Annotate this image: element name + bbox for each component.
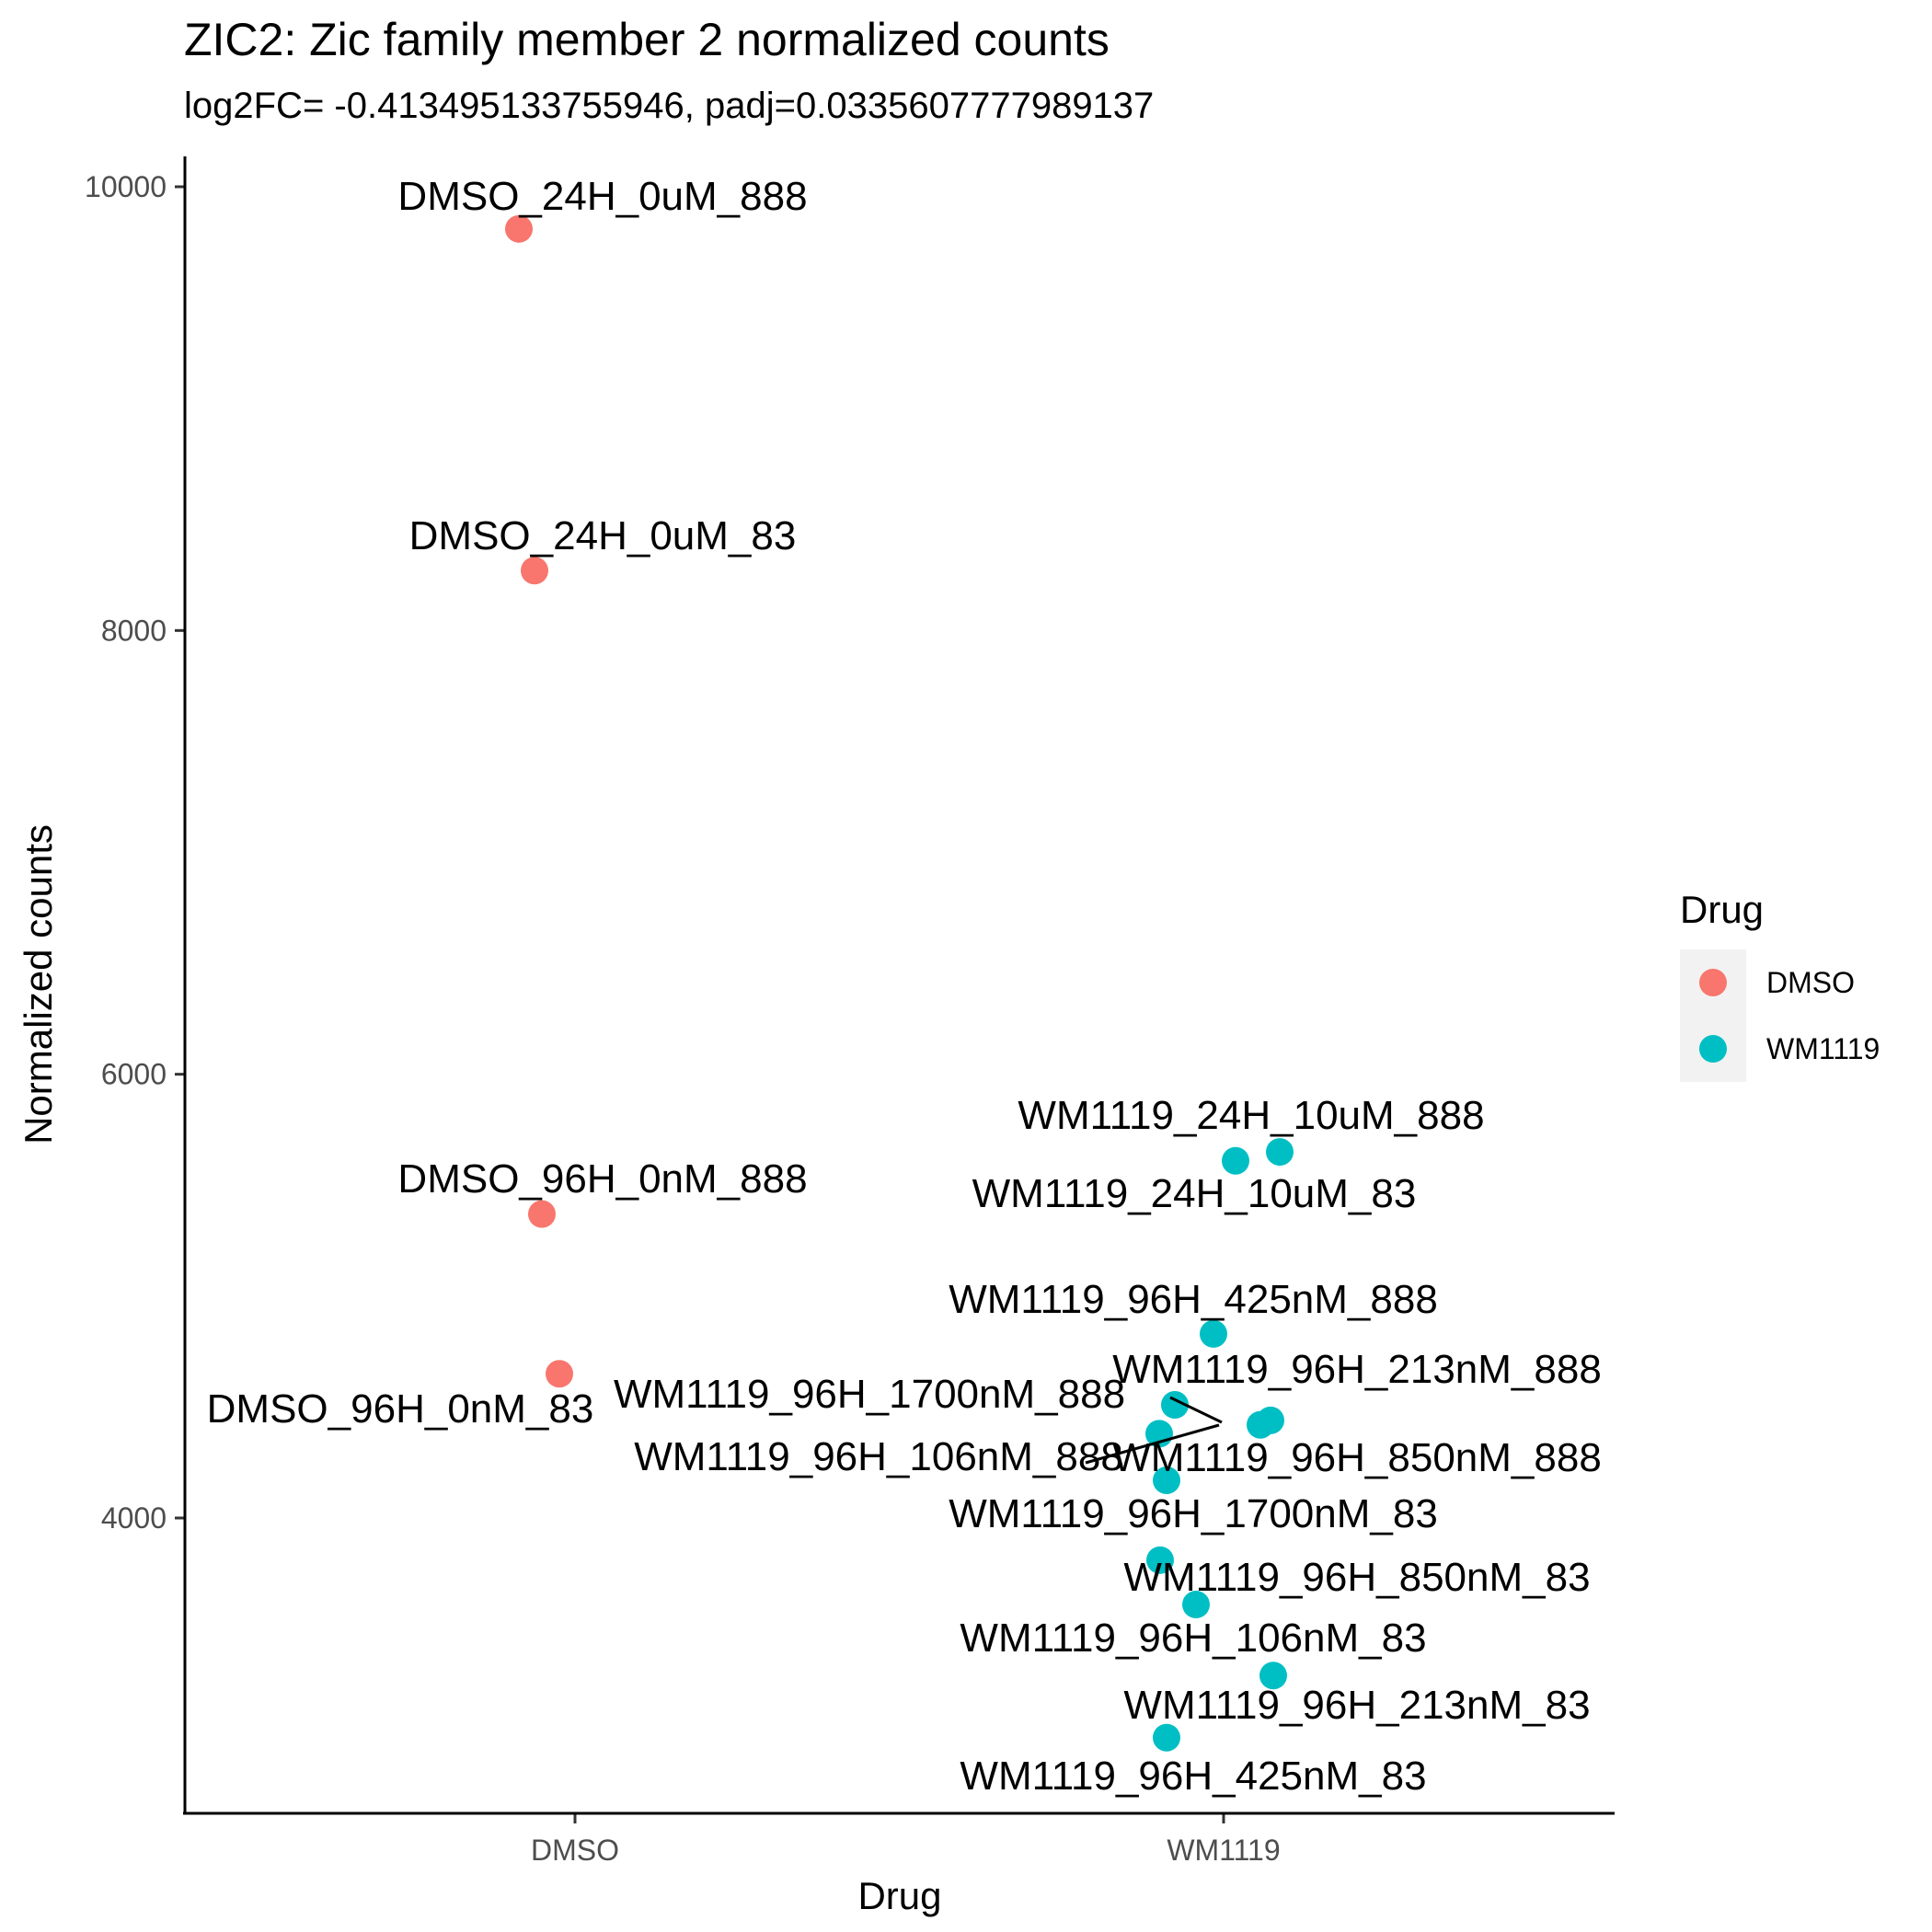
- chart-title: ZIC2: Zic family member 2 normalized cou…: [184, 14, 1110, 65]
- data-label: WM1119_96H_425nM_888: [949, 1277, 1438, 1322]
- data-label: WM1119_96H_1700nM_83: [949, 1491, 1438, 1536]
- data-point: [546, 1360, 573, 1388]
- legend-key: [1699, 1035, 1727, 1063]
- data-label: WM1119_24H_10uM_83: [972, 1171, 1417, 1216]
- data-point: [1222, 1146, 1249, 1175]
- data-label: DMSO_24H_0uM_83: [409, 513, 797, 558]
- data-label: WM1119_96H_1700nM_888: [614, 1372, 1125, 1417]
- data-label: WM1119_96H_213nM_83: [1123, 1683, 1590, 1728]
- data-labels: DMSO_24H_0uM_888 DMSO_24H_0uM_83 DMSO_96H_…: [207, 174, 1602, 1799]
- data-point: [1161, 1391, 1189, 1420]
- x-axis-title: Drug: [857, 1874, 941, 1917]
- data-label: DMSO_24H_0uM_888: [397, 174, 807, 219]
- x-axis-ticks: DMSO WM1119: [531, 1813, 1281, 1867]
- data-point: [528, 1200, 556, 1228]
- label-leader-line: [1169, 1396, 1223, 1424]
- data-point: [1266, 1138, 1294, 1167]
- legend: Drug DMSO WM1119: [1680, 888, 1880, 1082]
- data-label: DMSO_96H_0nM_888: [397, 1156, 807, 1202]
- data-label: WM1119_96H_213nM_888: [1112, 1347, 1602, 1392]
- data-point: [1153, 1723, 1180, 1752]
- data-point: [505, 214, 533, 243]
- y-tick-label: 4000: [101, 1501, 167, 1535]
- legend-label: WM1119: [1766, 1032, 1880, 1065]
- data-points: [505, 214, 1294, 1752]
- data-point: [521, 557, 548, 585]
- y-tick-label: 8000: [101, 614, 167, 647]
- data-label: WM1119_96H_850nM_888: [1112, 1435, 1602, 1480]
- legend-items: DMSO WM1119: [1699, 966, 1880, 1065]
- data-label: DMSO_96H_0nM_83: [207, 1386, 594, 1432]
- legend-key: [1699, 969, 1727, 996]
- x-tick-label: DMSO: [531, 1834, 619, 1867]
- data-label: WM1119_96H_425nM_83: [960, 1754, 1426, 1799]
- data-point: [1259, 1662, 1287, 1690]
- chart-subtitle: log2FC= -0.413495133755946, padj=0.03356…: [184, 86, 1154, 126]
- data-point: [1146, 1546, 1174, 1574]
- legend-label: DMSO: [1766, 966, 1855, 999]
- data-point: [1247, 1410, 1274, 1439]
- data-label: WM1119_96H_106nM_83: [960, 1616, 1426, 1661]
- data-point: [1200, 1319, 1227, 1348]
- data-point: [1182, 1591, 1210, 1619]
- y-axis-ticks: 4000 6000 8000 10000: [85, 170, 185, 1535]
- data-label: WM1119_96H_850nM_83: [1123, 1555, 1590, 1600]
- x-tick-label: WM1119: [1167, 1834, 1280, 1867]
- y-axis-title: Normalized counts: [17, 824, 60, 1144]
- legend-title: Drug: [1680, 888, 1764, 931]
- label-leader-line: [1085, 1423, 1220, 1465]
- data-point: [1153, 1466, 1180, 1495]
- data-label: WM1119_96H_106nM_888: [634, 1434, 1123, 1479]
- y-tick-label: 10000: [85, 170, 167, 203]
- y-tick-label: 6000: [101, 1058, 167, 1091]
- data-label: WM1119_24H_10uM_888: [1018, 1093, 1484, 1138]
